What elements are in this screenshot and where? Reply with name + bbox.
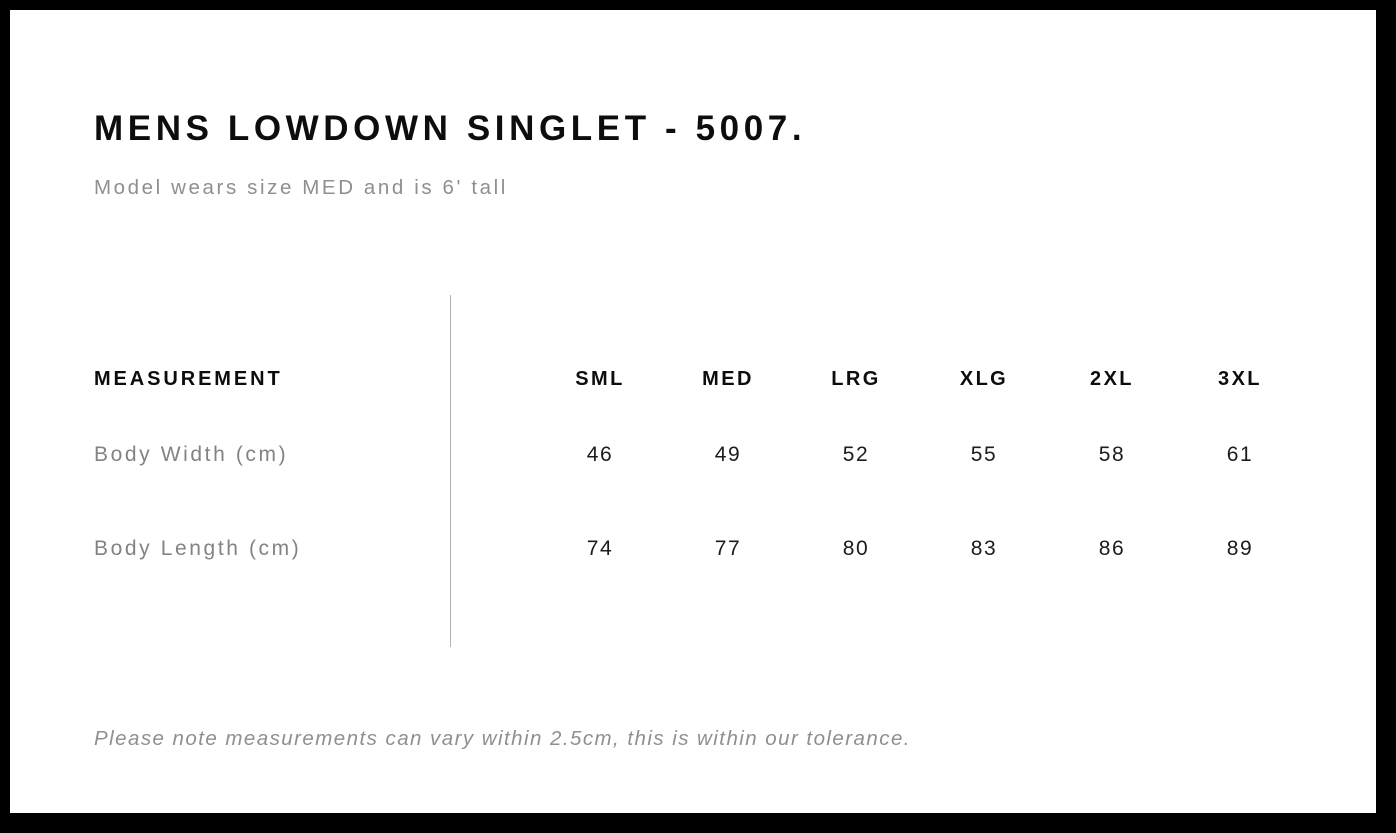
column-header-size-xlg: XLG [959,367,1009,390]
size-measurement-table: MEASUREMENT SML MED LRG XLG 2XL 3XL Body… [94,350,1304,596]
size-chart-frame: MENS LOWDOWN SINGLET - 5007. Model wears… [10,10,1376,813]
column-header-size-sml: SML [575,367,625,390]
column-header-size-med: MED [702,367,754,390]
table-row: Body Length (cm) 74 77 80 83 86 89 [94,502,1304,596]
cell-body-width-2xl: 58 [1098,443,1126,466]
cell-body-width-sml: 46 [586,443,614,466]
row-label-body-length: Body Length (cm) [94,537,302,560]
model-info-subtitle: Model wears size MED and is 6' tall [94,176,508,199]
cell-body-length-2xl: 86 [1098,537,1126,560]
column-header-size-3xl: 3XL [1218,367,1262,390]
column-header-size-lrg: LRG [831,367,881,390]
cell-body-width-med: 49 [714,443,742,466]
cell-body-width-3xl: 61 [1226,443,1254,466]
page-title: MENS LOWDOWN SINGLET - 5007. [94,109,807,148]
tolerance-footnote: Please note measurements can vary within… [94,727,911,750]
column-header-size-2xl: 2XL [1090,367,1134,390]
cell-body-length-sml: 74 [586,537,614,560]
cell-body-width-lrg: 52 [842,443,870,466]
header-block: MENS LOWDOWN SINGLET - 5007. Model wears… [94,106,1294,202]
cell-body-length-xlg: 83 [970,537,998,560]
table-header-row: MEASUREMENT SML MED LRG XLG 2XL 3XL [94,350,1304,408]
cell-body-length-lrg: 80 [842,537,870,560]
cell-body-width-xlg: 55 [970,443,998,466]
table-row: Body Width (cm) 46 49 52 55 58 61 [94,408,1304,502]
column-header-measurement: MEASUREMENT [94,367,283,390]
cell-body-length-3xl: 89 [1226,537,1254,560]
row-label-body-width: Body Width (cm) [94,443,289,466]
cell-body-length-med: 77 [714,537,742,560]
table-vertical-divider [450,295,451,647]
